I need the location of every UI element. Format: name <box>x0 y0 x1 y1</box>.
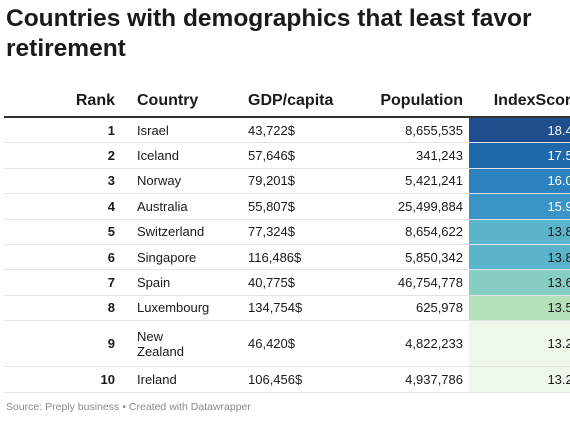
population-cell: 4,822,233 <box>342 320 469 368</box>
population-cell: 4,937,786 <box>342 366 469 393</box>
header-rank[interactable]: Rank <box>4 86 123 118</box>
country-cell-line: New <box>137 328 164 344</box>
rank-cell: 9 <box>4 320 123 368</box>
index-score-cell: 16.00 <box>469 168 570 195</box>
rank-cell: 4 <box>4 193 123 220</box>
gdp-cell: 43,722$ <box>234 117 342 144</box>
gdp-cell: 134,754$ <box>234 295 342 322</box>
rank-cell: 5 <box>4 219 123 245</box>
footer-separator: • <box>122 401 126 413</box>
gdp-cell: 57,646$ <box>234 142 342 169</box>
gdp-cell: 46,420$ <box>234 320 342 368</box>
chart-title: Countries with demographics that least f… <box>6 5 532 62</box>
gdp-cell: 116,486$ <box>234 244 342 271</box>
population-cell: 8,655,535 <box>342 117 469 144</box>
rank-cell: 2 <box>4 142 123 169</box>
rank-cell: 1 <box>4 117 123 144</box>
country-cell: Luxembourg <box>123 295 234 322</box>
country-cell: Spain <box>123 269 234 296</box>
country-cell: Switzerland <box>123 219 234 245</box>
rank-cell: 8 <box>4 295 123 322</box>
rank-cell: 6 <box>4 244 123 271</box>
country-cell: Israel <box>123 117 234 144</box>
index-score-cell: 13.80 <box>469 219 570 245</box>
population-cell: 25,499,884 <box>342 193 469 220</box>
rank-cell: 10 <box>4 366 123 393</box>
gdp-cell: 79,201$ <box>234 168 342 195</box>
country-cell: Australia <box>123 193 234 220</box>
rank-cell: 7 <box>4 269 123 296</box>
population-cell: 5,421,241 <box>342 168 469 195</box>
population-cell: 5,850,342 <box>342 244 469 271</box>
header-index-score[interactable]: IndexScore <box>469 86 570 118</box>
index-score-cell: 13.50 <box>469 295 570 322</box>
gdp-cell: 55,807$ <box>234 193 342 220</box>
index-score-cell: 17.50 <box>469 142 570 169</box>
population-cell: 8,654,622 <box>342 219 469 245</box>
country-cell-line: Zealand <box>137 343 184 359</box>
table-header-row: Rank Country GDP/capita Population Index… <box>4 86 570 118</box>
index-score-cell: 18.40 <box>469 117 570 144</box>
header-gdp-per-capita[interactable]: GDP/capita <box>234 86 342 118</box>
source-text: Source: Preply business <box>6 401 120 413</box>
gdp-cell: 77,324$ <box>234 219 342 245</box>
population-cell: 625,978 <box>342 295 469 322</box>
country-cell: New Zealand <box>123 320 234 368</box>
header-population[interactable]: Population <box>342 86 469 118</box>
ranking-table: Rank Country GDP/capita Population Index… <box>4 86 570 393</box>
header-country[interactable]: Country <box>123 86 234 118</box>
index-score-cell: 13.20 <box>469 320 570 368</box>
index-score-cell: 13.80 <box>469 244 570 271</box>
country-cell: Ireland <box>123 366 234 393</box>
country-cell: Norway <box>123 168 234 195</box>
source-footer: Source: Preply business • Created with Dat… <box>6 401 251 413</box>
population-cell: 46,754,778 <box>342 269 469 296</box>
index-score-cell: 15.90 <box>469 193 570 220</box>
index-score-cell: 13.20 <box>469 366 570 393</box>
rank-cell: 3 <box>4 168 123 195</box>
country-cell: Singapore <box>123 244 234 271</box>
gdp-cell: 106,456$ <box>234 366 342 393</box>
gdp-cell: 40,775$ <box>234 269 342 296</box>
index-score-cell: 13.60 <box>469 269 570 296</box>
country-cell: Iceland <box>123 142 234 169</box>
population-cell: 341,243 <box>342 142 469 169</box>
table-body: 1Israel43,722$8,655,53518.402Iceland57,6… <box>4 117 570 393</box>
credit-link[interactable]: Created with Datawrapper <box>128 401 251 413</box>
